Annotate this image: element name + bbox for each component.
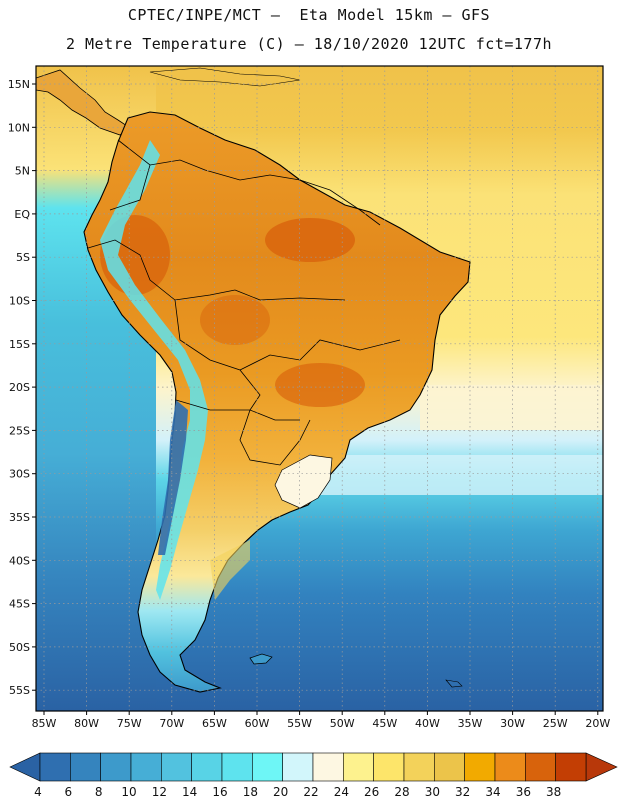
colorbar-label: 24 [334, 785, 349, 799]
colorbar-label: 28 [394, 785, 409, 799]
colorbar-swatch [525, 753, 555, 781]
lat-tick-label: 15N [8, 78, 30, 91]
lat-tick-label: 40S [9, 554, 30, 567]
colorbar-swatch [374, 753, 404, 781]
lon-tick-label: 55W [287, 717, 312, 730]
colorbar-swatch [434, 753, 464, 781]
colorbar-label: 8 [95, 785, 103, 799]
colorbar-label: 22 [303, 785, 318, 799]
lon-tick-label: 45W [372, 717, 397, 730]
colorbar-over-arrow [586, 753, 617, 781]
temperature-colorbar: 4 6 8 10 12 14 16 18 20 22 24 26 28 30 32 34 36 38 [10, 753, 617, 799]
hot-area-central-brazil [275, 363, 365, 407]
colorbar-label: 26 [364, 785, 379, 799]
lon-tick-label: 65W [202, 717, 227, 730]
longitude-axis: 85W 80W 75W 70W 65W 60W 55W 50W 45W 40W 35W 30W 25W 2… [32, 711, 611, 730]
colorbar-label: 10 [121, 785, 136, 799]
colorbar-swatch [465, 753, 495, 781]
lon-tick-label: 60W [245, 717, 270, 730]
colorbar-label: 34 [485, 785, 500, 799]
colorbar-swatch [161, 753, 191, 781]
colorbar-swatch [343, 753, 373, 781]
colorbar-label: 14 [182, 785, 197, 799]
colorbar-label: 30 [425, 785, 440, 799]
colorbar-swatch [556, 753, 586, 781]
map-panel [36, 66, 603, 711]
warm-ocean-belt [420, 385, 603, 430]
hot-area-bolivia [200, 295, 270, 345]
lat-tick-label: 35S [9, 511, 30, 524]
lon-tick-label: 80W [74, 717, 99, 730]
colorbar-swatch [252, 753, 282, 781]
lon-tick-label: 70W [159, 717, 184, 730]
lat-tick-label: 20S [9, 381, 30, 394]
lat-tick-label: 30S [9, 468, 30, 481]
temperature-map-figure: 15N 10N 5N EQ 5S 10S 15S 20S 25S 30S 35S 40S 45S 50S 5… [0, 0, 618, 800]
colorbar-swatch [313, 753, 343, 781]
lat-tick-label: 5S [16, 251, 30, 264]
colorbar-label: 12 [152, 785, 167, 799]
colorbar-swatch [70, 753, 100, 781]
lon-tick-label: 85W [32, 717, 57, 730]
lon-tick-label: 25W [543, 717, 568, 730]
lat-tick-label: EQ [14, 208, 30, 221]
lat-tick-label: 5N [15, 165, 30, 178]
lat-tick-label: 45S [9, 598, 30, 611]
colorbar-swatch [40, 753, 70, 781]
colorbar-swatch [283, 753, 313, 781]
lat-tick-label: 10S [9, 295, 30, 308]
lat-tick-label: 55S [9, 684, 30, 697]
colorbar-swatch [192, 753, 222, 781]
colorbar-swatch [222, 753, 252, 781]
latitude-axis: 15N 10N 5N EQ 5S 10S 15S 20S 25S 30S 35S 40S 45S 50S 5… [8, 78, 36, 697]
lon-tick-label: 30W [500, 717, 525, 730]
lat-tick-label: 10N [8, 121, 30, 134]
colorbar-label: 4 [34, 785, 42, 799]
lon-tick-label: 40W [415, 717, 440, 730]
colorbar-swatch [404, 753, 434, 781]
colorbar-label: 16 [212, 785, 227, 799]
lon-tick-label: 35W [458, 717, 483, 730]
colorbar-label: 36 [516, 785, 531, 799]
colorbar-label: 20 [273, 785, 288, 799]
lat-tick-label: 15S [9, 338, 30, 351]
colorbar-swatch [131, 753, 161, 781]
colorbar-swatch [101, 753, 131, 781]
colorbar-under-arrow [10, 753, 40, 781]
colorbar-swatch [495, 753, 525, 781]
hot-area-eastern-amazon [265, 218, 355, 262]
lat-tick-label: 50S [9, 641, 30, 654]
lat-tick-label: 25S [9, 424, 30, 437]
lon-tick-label: 75W [117, 717, 142, 730]
lon-tick-label: 20W [585, 717, 610, 730]
colorbar-label: 32 [455, 785, 470, 799]
colorbar-label: 38 [546, 785, 561, 799]
colorbar-label: 6 [65, 785, 73, 799]
cool-ocean-belt [300, 455, 603, 495]
lon-tick-label: 50W [330, 717, 355, 730]
colorbar-label: 18 [243, 785, 258, 799]
